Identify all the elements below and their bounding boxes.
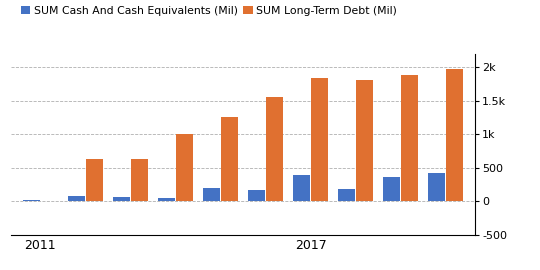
Bar: [23, 200, 39, 201]
Bar: [356, 80, 373, 201]
Bar: [266, 97, 283, 201]
Bar: [113, 197, 130, 201]
Bar: [428, 173, 446, 201]
Legend: SUM Cash And Cash Equivalents (Mil), SUM Long-Term Debt (Mil): SUM Cash And Cash Equivalents (Mil), SUM…: [16, 2, 401, 20]
Bar: [447, 69, 463, 201]
Bar: [68, 196, 85, 201]
Bar: [383, 177, 400, 201]
Bar: [248, 190, 265, 201]
Bar: [176, 134, 193, 201]
Bar: [86, 158, 103, 201]
Bar: [158, 198, 175, 201]
Bar: [293, 175, 310, 201]
Bar: [203, 188, 220, 201]
Bar: [131, 158, 148, 201]
Bar: [311, 78, 328, 201]
Bar: [221, 117, 238, 201]
Bar: [338, 189, 355, 201]
Bar: [401, 75, 418, 201]
